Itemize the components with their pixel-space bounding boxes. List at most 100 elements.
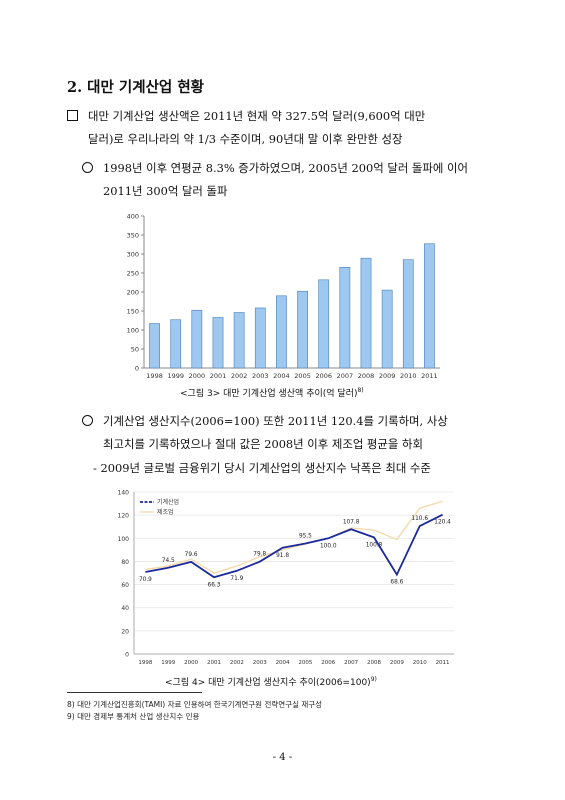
bullet-2-line-2: 2011년 300억 달러 돌파 [103, 184, 228, 198]
bar-2001 [212, 317, 224, 369]
data-label: 66.3 [208, 582, 221, 588]
x-tick-label: 1999 [161, 660, 175, 666]
bar-2011 [424, 243, 435, 369]
figure-4-footnote-ref: 9) [370, 676, 377, 683]
bar-2009 [381, 289, 393, 369]
x-tick-label: 1998 [138, 660, 152, 666]
x-tick-label: 2008 [367, 660, 381, 666]
x-tick-label: 2010 [413, 660, 427, 666]
x-tick-label: 1998 [146, 372, 163, 380]
bar-1999 [170, 319, 182, 369]
section-heading: 2. 대만 기계산업 현황 [67, 79, 205, 96]
data-label: 79.6 [185, 552, 198, 558]
bullet-2-line-1: 1998년 이후 연평균 8.3% 증가하였으며, 2005년 200억 달러 … [82, 157, 468, 180]
x-tick-label: 2005 [298, 660, 312, 666]
x-tick-label: 1999 [167, 372, 184, 380]
series-line-machinery [145, 513, 443, 579]
bar-2003 [254, 307, 266, 369]
legend-label-manufacturing: 제조업 [157, 508, 174, 516]
y-tick-label: 100 [127, 327, 139, 335]
page-number: - 4 - [272, 752, 293, 763]
bullet-1-line-1: 대만 기계산업 생산액은 2011년 현재 약 327.5억 달러(9,600억… [67, 105, 425, 128]
series-line-manufacturing [145, 500, 443, 574]
bar-2005 [297, 290, 308, 369]
circle-bullet-icon [82, 415, 93, 426]
data-label: 100.0 [320, 543, 337, 549]
x-tick-label: 2011 [421, 372, 438, 380]
bullet-3-line-2: 최고치를 기록하였으나 절대 값은 2008년 이후 제조업 평균을 하회 [103, 437, 423, 451]
x-tick-label: 2011 [436, 660, 450, 666]
data-label: 100.8 [366, 542, 383, 548]
x-tick-label: 2007 [344, 660, 358, 666]
x-tick-label: 2001 [207, 660, 221, 666]
y-tick-label: 250 [127, 270, 139, 278]
y-tick-label: 200 [127, 289, 139, 297]
bar-2006 [318, 279, 330, 369]
bullet-3-text-1: 기계산업 생산지수(2006=100) 또한 2011년 120.4를 기록하며… [103, 414, 448, 428]
data-label: 120.4 [434, 520, 451, 526]
x-tick-label: 2006 [321, 660, 335, 666]
bar-1998 [149, 323, 160, 369]
figure-3-footnote-ref: 8) [357, 387, 364, 394]
bullet-1-text-1: 대만 기계산업 생산액은 2011년 현재 약 327.5억 달러(9,600억… [88, 109, 426, 123]
bullet-1-line-2: 달러)로 우리나라의 약 1/3 수준이며, 90년대 말 이후 완만한 성장 [88, 132, 403, 146]
x-tick-label: 2001 [210, 372, 227, 380]
data-label: 71.9 [230, 576, 243, 582]
figure-4-caption-text: <그림 4> 대만 기계산업 생산지수 추이(2006=100) [165, 678, 371, 688]
bar-2008 [360, 257, 372, 369]
x-tick-label: 2000 [184, 660, 198, 666]
footnote-9: 9) 대만 경제부 통계처 산업 생산지수 인용 [67, 712, 200, 721]
y-tick-label: 50 [131, 346, 139, 354]
x-tick-label: 2004 [276, 660, 290, 666]
x-tick-label: 2005 [294, 372, 311, 380]
x-tick-label: 2000 [189, 372, 206, 380]
y-tick-label: 80 [121, 559, 129, 566]
y-tick-label: 350 [127, 232, 139, 240]
x-tick-label: 2007 [337, 372, 354, 380]
x-tick-label: 2010 [400, 372, 417, 380]
x-tick-label: 2002 [230, 660, 244, 666]
y-tick-label: 0 [125, 652, 129, 659]
x-tick-label: 2008 [358, 372, 375, 380]
data-label: 79.8 [253, 552, 266, 558]
x-tick-label: 2006 [315, 372, 332, 380]
data-label: 74.5 [162, 558, 175, 564]
figure-3-caption: <그림 3> 대만 기계산업 생산액 추이(억 달러)8) [180, 386, 364, 399]
data-label: 70.9 [139, 577, 152, 583]
data-label: 91.8 [276, 553, 289, 559]
footnote-divider [67, 692, 202, 693]
x-tick-label: 2003 [253, 660, 267, 666]
square-bullet-icon [67, 110, 78, 121]
data-label: 68.6 [390, 580, 403, 586]
bar-2000 [191, 309, 203, 369]
data-label: 95.5 [299, 533, 312, 539]
y-tick-label: 40 [121, 605, 129, 612]
y-tick-label: 150 [127, 308, 139, 316]
figure-3-caption-text: <그림 3> 대만 기계산업 생산액 추이(억 달러) [180, 389, 358, 399]
bar-chart-production-value: 0 50 100 150 200 250 300 350 400 1998 1999 2000 2001… [127, 213, 440, 380]
x-tick-label: 2009 [379, 372, 396, 380]
bar-2004 [276, 295, 287, 369]
footnote-8: 8) 대만 기계산업진흥회(TAMI) 자료 인용하여 한국기계연구원 전략연구… [67, 700, 323, 709]
y-tick-label: 140 [118, 490, 130, 497]
figure-4-caption: <그림 4> 대만 기계산업 생산지수 추이(2006=100)9) [165, 675, 377, 688]
bar-2002 [233, 312, 245, 369]
y-tick-label: 60 [121, 582, 129, 589]
legend-label-machinery: 기계산업 [157, 498, 179, 506]
y-tick-label: 20 [121, 628, 129, 635]
circle-bullet-icon [82, 162, 93, 173]
x-tick-label: 2003 [252, 372, 269, 380]
y-tick-label: 100 [118, 536, 130, 543]
bullet-2-text-1: 1998년 이후 연평균 8.3% 증가하였으며, 2005년 200억 달러 … [103, 161, 468, 175]
bullet-3-line-1: 기계산업 생산지수(2006=100) 또한 2011년 120.4를 기록하며… [82, 410, 448, 433]
data-label: 110.6 [411, 516, 428, 522]
data-label: 107.8 [343, 519, 360, 525]
bar-2010 [402, 259, 414, 369]
y-tick-label: 300 [127, 251, 139, 259]
x-tick-label: 2002 [231, 372, 248, 380]
bar-2007 [339, 266, 351, 369]
line-chart-production-index: 0 20 40 60 80 100 120 140 1998 1999 2000 2001 2002 20… [118, 490, 454, 666]
y-tick-label: 0 [135, 365, 139, 373]
y-tick-label: 120 [118, 513, 130, 520]
sub-bullet: - 2009년 글로벌 금융위기 당시 기계산업의 생산지수 낙폭은 최대 수준 [93, 461, 431, 475]
